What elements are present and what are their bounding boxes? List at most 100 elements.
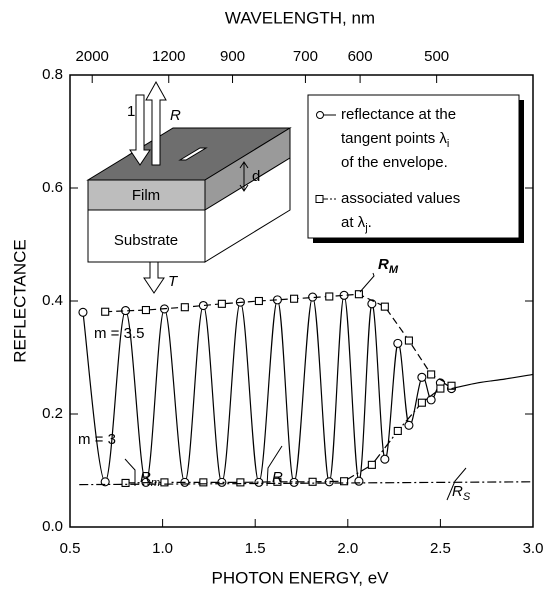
square-marker [254, 296, 263, 306]
series-line [451, 373, 534, 390]
square-marker [160, 478, 169, 487]
reflected-label: R [170, 107, 181, 124]
annotation-leader [446, 467, 467, 501]
x-tick-label: 2.5 [430, 540, 451, 557]
x2-tick-label: 900 [220, 48, 245, 65]
square-marker [404, 336, 413, 345]
reflected-arrow [145, 80, 167, 166]
square-marker [427, 370, 436, 379]
annotation: RM [378, 256, 399, 276]
annotation: m = 3 [78, 431, 116, 448]
substrate-side [204, 157, 291, 263]
circle-marker [393, 338, 403, 348]
transmitted-arrow [143, 261, 165, 294]
annotation-subscript: M [389, 264, 399, 276]
annotation-leader [359, 272, 375, 293]
annotation-text: R [140, 469, 151, 486]
incident-arrow [129, 94, 151, 166]
square-marker [180, 303, 189, 312]
series-line [82, 294, 452, 483]
film-label: Film [132, 187, 160, 204]
legend-text: associated values [341, 190, 460, 207]
legend-marker [316, 111, 324, 119]
film-front [87, 179, 206, 211]
y-tick-label: 0.8 [42, 66, 63, 83]
thickness-label: d [252, 168, 260, 185]
legend-box [307, 94, 520, 239]
y-tick-label: 0.2 [42, 405, 63, 422]
annotation-leader [266, 445, 283, 487]
substrate-front [87, 209, 206, 263]
square-marker [340, 477, 349, 486]
square-marker [417, 398, 426, 407]
legend-text: at λj. [341, 214, 372, 234]
legend-suffix: . [368, 214, 372, 231]
series-line [105, 293, 452, 387]
annotation-text: R [272, 469, 283, 486]
circle-marker [380, 454, 390, 464]
y-tick-label: 0.4 [42, 292, 63, 309]
legend-subscript: j [364, 222, 367, 234]
x2-tick-label: 700 [293, 48, 318, 65]
substrate-label: Substrate [114, 232, 178, 249]
circle-marker [426, 395, 436, 405]
annotation: R [272, 469, 283, 486]
x-tick-label: 3.0 [523, 540, 544, 557]
circle-marker [354, 476, 364, 486]
x2-axis-title: WAVELENGTH, nm [225, 8, 375, 27]
x-tick-label: 2.0 [337, 540, 358, 557]
circle-marker [417, 372, 427, 382]
annotation: Rm [140, 469, 160, 489]
transmitted-label: T [168, 273, 179, 290]
slit [178, 147, 208, 161]
square-marker [436, 384, 445, 393]
square-marker [236, 478, 245, 487]
y-tick-label: 0.0 [42, 518, 63, 535]
legend-text-part: at λ [341, 214, 366, 231]
x2-tick-label: 1200 [152, 48, 185, 65]
x2-tick-label: 2000 [76, 48, 109, 65]
legend-text-part: of the envelope. [341, 154, 448, 171]
annotation: m = 3.5 [94, 325, 144, 342]
annotation-text: R [452, 483, 463, 500]
legend-subscript: i [447, 138, 449, 150]
x2-tick-label: 600 [348, 48, 373, 65]
legend-text: tangent points λi [341, 130, 449, 150]
annotation-subscript: m [151, 477, 160, 489]
x-tick-label: 0.5 [60, 540, 81, 557]
x-axis-title: PHOTON ENERGY, eV [212, 568, 390, 587]
legend-text: of the envelope. [341, 154, 448, 171]
series-line [125, 388, 441, 484]
circle-marker [78, 307, 88, 317]
incident-label: 1 [127, 103, 135, 120]
square-marker [393, 426, 402, 436]
legend-text: reflectance at the [341, 106, 456, 123]
y-tick-label: 0.6 [42, 179, 63, 196]
thickness-heads [239, 161, 249, 192]
square-marker [290, 294, 299, 303]
square-marker [101, 307, 110, 316]
square-marker [121, 478, 130, 487]
legend-text-part: tangent points λ [341, 130, 447, 147]
square-marker [217, 299, 226, 308]
legend-text-part: associated values [341, 190, 460, 207]
inset: 1 R T Film Substrate d [86, 80, 292, 294]
square-marker [380, 302, 389, 311]
legend-text-part: reflectance at the [341, 106, 456, 123]
series-line [79, 481, 534, 486]
x-tick-label: 1.0 [152, 540, 173, 557]
square-marker [308, 477, 317, 486]
annotation-text: m = 3 [78, 431, 116, 448]
annotation-subscript: S [463, 491, 471, 503]
square-marker [325, 292, 334, 301]
square-marker [273, 477, 282, 486]
square-marker [447, 381, 456, 390]
annotation-text: m = 3.5 [94, 325, 144, 342]
square-marker [354, 290, 363, 299]
y-axis-title: REFLECTANCE [10, 239, 29, 362]
annotation-text: R [378, 256, 389, 273]
annotation: RS [452, 483, 471, 503]
square-marker [141, 305, 150, 315]
x-tick-label: 1.5 [245, 540, 266, 557]
